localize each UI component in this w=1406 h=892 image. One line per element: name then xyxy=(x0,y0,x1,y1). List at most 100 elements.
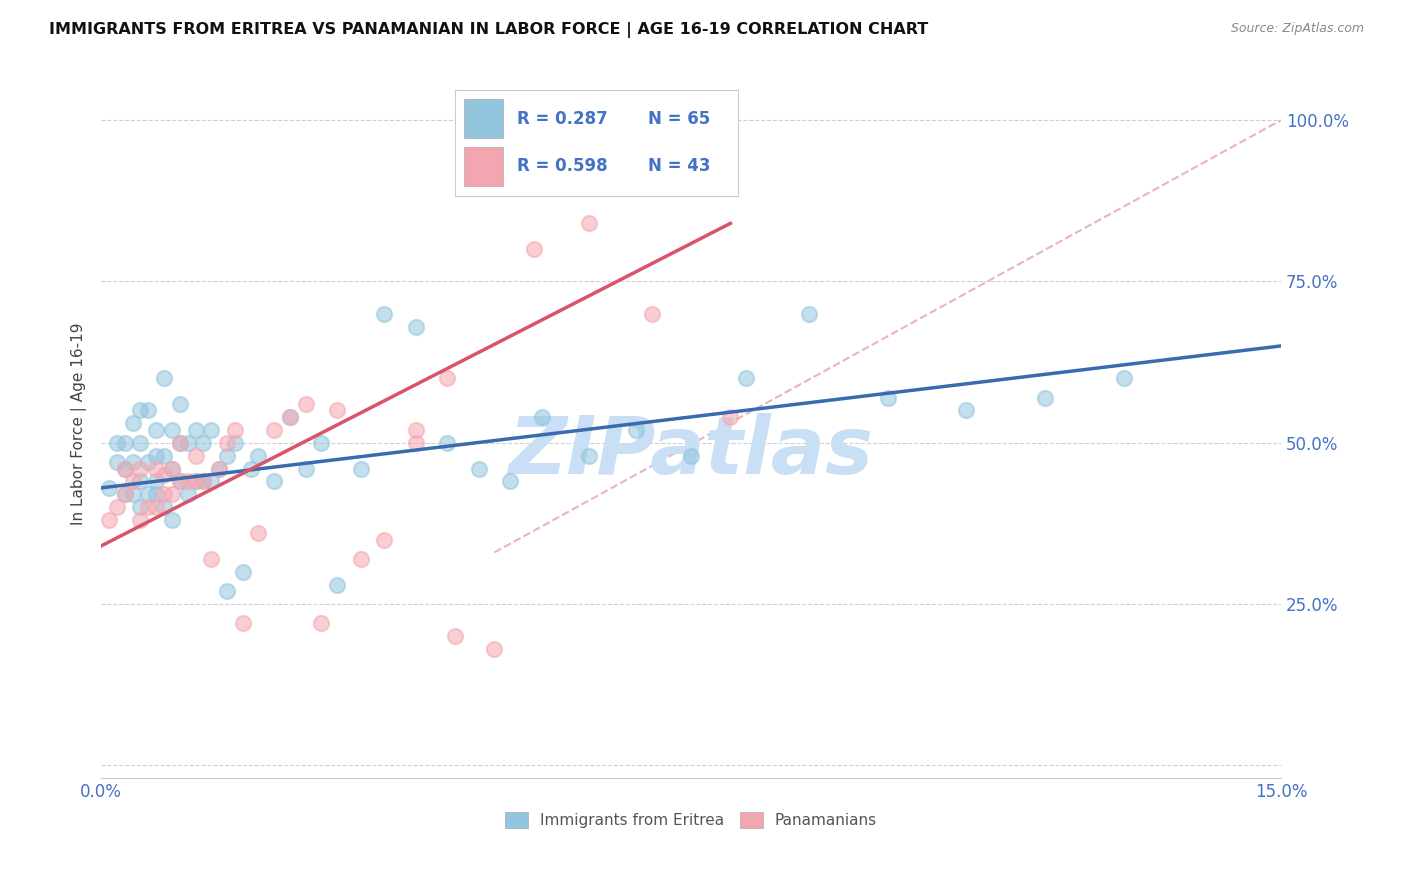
Point xyxy=(263,475,285,489)
Point xyxy=(153,467,176,482)
Point xyxy=(169,475,191,489)
Point xyxy=(1033,391,1056,405)
Point xyxy=(114,461,136,475)
Point xyxy=(278,409,301,424)
Legend: Immigrants from Eritrea, Panamanians: Immigrants from Eritrea, Panamanians xyxy=(499,806,883,834)
Point xyxy=(523,242,546,256)
Point xyxy=(955,403,977,417)
Point xyxy=(121,475,143,489)
Point xyxy=(405,435,427,450)
Point xyxy=(200,423,222,437)
Point xyxy=(114,461,136,475)
Point xyxy=(145,461,167,475)
Point xyxy=(129,500,152,515)
Point xyxy=(105,435,128,450)
Text: IMMIGRANTS FROM ERITREA VS PANAMANIAN IN LABOR FORCE | AGE 16-19 CORRELATION CHA: IMMIGRANTS FROM ERITREA VS PANAMANIAN IN… xyxy=(49,22,928,38)
Point xyxy=(169,397,191,411)
Point xyxy=(114,487,136,501)
Point xyxy=(350,552,373,566)
Point xyxy=(530,409,553,424)
Point xyxy=(735,371,758,385)
Point xyxy=(184,449,207,463)
Point xyxy=(350,461,373,475)
Point xyxy=(184,475,207,489)
Point xyxy=(169,475,191,489)
Point xyxy=(876,391,898,405)
Text: ZIPatlas: ZIPatlas xyxy=(509,413,873,491)
Point xyxy=(679,449,702,463)
Point xyxy=(145,449,167,463)
Point xyxy=(247,449,270,463)
Point xyxy=(176,487,198,501)
Point xyxy=(294,461,316,475)
Point xyxy=(184,475,207,489)
Point xyxy=(444,629,467,643)
Point xyxy=(232,616,254,631)
Point xyxy=(373,307,395,321)
Point xyxy=(160,423,183,437)
Point xyxy=(114,435,136,450)
Text: Source: ZipAtlas.com: Source: ZipAtlas.com xyxy=(1230,22,1364,36)
Point xyxy=(467,461,489,475)
Point xyxy=(326,577,349,591)
Point xyxy=(1112,371,1135,385)
Point xyxy=(153,487,176,501)
Point xyxy=(145,475,167,489)
Point xyxy=(105,455,128,469)
Point xyxy=(160,461,183,475)
Point xyxy=(153,371,176,385)
Point xyxy=(136,403,159,417)
Point xyxy=(578,216,600,230)
Point xyxy=(232,565,254,579)
Y-axis label: In Labor Force | Age 16-19: In Labor Force | Age 16-19 xyxy=(72,322,87,524)
Point xyxy=(136,500,159,515)
Point xyxy=(160,487,183,501)
Point xyxy=(114,487,136,501)
Point xyxy=(294,397,316,411)
Point xyxy=(797,307,820,321)
Point xyxy=(326,403,349,417)
Point xyxy=(718,409,741,424)
Point xyxy=(193,435,215,450)
Point xyxy=(98,513,121,527)
Point xyxy=(121,417,143,431)
Point xyxy=(215,435,238,450)
Point xyxy=(215,584,238,599)
Point xyxy=(145,500,167,515)
Point xyxy=(193,475,215,489)
Point xyxy=(208,461,231,475)
Point xyxy=(184,423,207,437)
Point xyxy=(121,455,143,469)
Point xyxy=(200,552,222,566)
Point xyxy=(176,475,198,489)
Point xyxy=(208,461,231,475)
Point xyxy=(224,435,246,450)
Point xyxy=(176,435,198,450)
Point xyxy=(136,455,159,469)
Point xyxy=(160,513,183,527)
Point xyxy=(467,113,489,128)
Point xyxy=(129,513,152,527)
Point xyxy=(121,487,143,501)
Point xyxy=(145,423,167,437)
Point xyxy=(160,461,183,475)
Point xyxy=(278,409,301,424)
Point xyxy=(215,449,238,463)
Point xyxy=(98,481,121,495)
Point xyxy=(373,533,395,547)
Point xyxy=(153,500,176,515)
Point xyxy=(484,642,506,657)
Point xyxy=(169,435,191,450)
Point xyxy=(193,475,215,489)
Point xyxy=(263,423,285,437)
Point xyxy=(239,461,262,475)
Point xyxy=(436,435,458,450)
Point xyxy=(129,475,152,489)
Point xyxy=(499,475,522,489)
Point xyxy=(129,435,152,450)
Point xyxy=(105,500,128,515)
Point xyxy=(624,423,647,437)
Point xyxy=(311,435,333,450)
Point xyxy=(224,423,246,437)
Point xyxy=(311,616,333,631)
